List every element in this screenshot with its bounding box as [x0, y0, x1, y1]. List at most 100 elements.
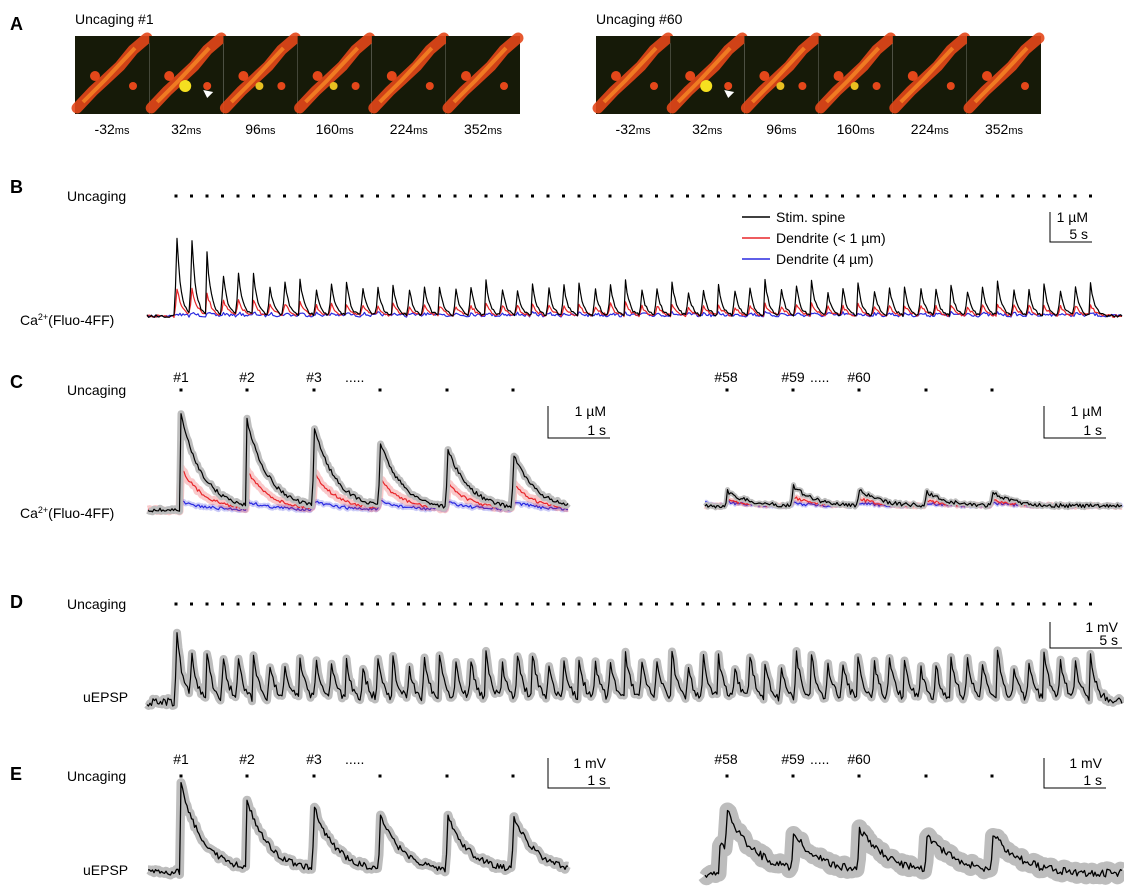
stim-number: #1	[173, 751, 189, 767]
spine	[611, 71, 621, 81]
dendrite-core	[899, 46, 955, 104]
stim-marker	[298, 194, 302, 198]
spine	[129, 82, 137, 90]
stim-marker	[825, 194, 829, 198]
stim-marker	[996, 602, 999, 606]
ellipsis: .....	[345, 751, 364, 767]
stim-marker	[1011, 194, 1015, 198]
dendrite-core	[81, 46, 137, 104]
trace-label: uEPSP	[83, 862, 128, 878]
stim-marker	[245, 388, 249, 392]
stim-marker	[1058, 194, 1061, 198]
trace-label: uEPSP	[83, 689, 128, 705]
stim-marker	[236, 194, 240, 198]
stim-marker	[422, 602, 426, 606]
time-unit: ms	[487, 125, 502, 137]
time-unit: ms	[782, 125, 797, 137]
scale-y-label: 1 µM	[1057, 209, 1088, 225]
frame-time: 160ms	[316, 121, 355, 137]
scale-y-label: 1 mV	[1085, 619, 1118, 635]
stim-marker	[686, 194, 689, 198]
stim-marker	[639, 194, 643, 198]
stim-marker	[1089, 194, 1092, 198]
stim-marker	[593, 602, 596, 606]
scale-y-label: 1 µM	[1071, 403, 1102, 419]
dendrite-core	[973, 46, 1029, 104]
dendrite-core	[602, 46, 658, 104]
stim-marker	[763, 194, 767, 198]
stim-marker	[639, 602, 643, 606]
trace-uepsp-band	[698, 802, 1124, 886]
arrowhead	[203, 90, 214, 98]
frame-time: 32ms	[171, 121, 202, 137]
stim-marker	[445, 774, 449, 778]
stim-marker	[934, 194, 937, 198]
trace-dendrite-near	[146, 287, 1123, 318]
stim-marker	[360, 602, 364, 606]
calcium-spot	[329, 82, 338, 90]
stim-marker	[841, 194, 844, 198]
stim-marker	[376, 194, 379, 198]
trace-spine	[704, 484, 1123, 509]
stim-marker	[924, 388, 928, 392]
stim-marker	[329, 602, 333, 606]
time-value: 224	[390, 121, 414, 137]
dendrite-core	[304, 46, 360, 104]
stim-number: #3	[306, 369, 322, 385]
stim-marker	[1073, 602, 1077, 606]
legend-label: Dendrite (4 µm)	[776, 251, 874, 267]
stim-number: #3	[306, 751, 322, 767]
scale-x-label: 5 s	[1099, 632, 1118, 648]
calcium-spot	[776, 82, 785, 90]
time-unit: ms	[187, 125, 202, 137]
stim-marker	[1011, 602, 1015, 606]
stim-marker	[298, 602, 302, 606]
dendrite-core	[676, 46, 732, 104]
time-value: -32	[95, 121, 115, 137]
frame-time: 96ms	[245, 121, 276, 137]
spine	[351, 82, 360, 90]
spine	[982, 71, 992, 81]
trace-uepsp	[148, 781, 569, 876]
stim-marker	[1042, 194, 1046, 198]
frame-time: 224ms	[390, 121, 429, 137]
stim-marker	[515, 194, 519, 198]
stim-number: #58	[714, 369, 738, 385]
spine	[425, 82, 434, 90]
dye: (Fluo-4FF)	[48, 312, 114, 328]
stim-marker	[267, 602, 271, 606]
scale-bar	[1049, 212, 1092, 243]
time-value: 96	[766, 121, 782, 137]
stim-marker	[857, 388, 861, 392]
stim-marker	[378, 388, 382, 392]
spine	[685, 71, 696, 81]
frame-time: 32ms	[692, 121, 723, 137]
stim-marker	[918, 602, 922, 606]
stim-marker	[245, 774, 249, 778]
stim-marker	[791, 388, 795, 392]
stim-marker	[1073, 194, 1077, 198]
stim-marker	[252, 602, 255, 606]
stim-marker	[732, 194, 736, 198]
stim-marker	[577, 194, 581, 198]
stim-label: Uncaging	[67, 382, 126, 398]
stim-marker	[438, 194, 441, 198]
stim-marker	[717, 194, 720, 198]
stim-marker	[856, 194, 860, 198]
stim-marker	[546, 194, 550, 198]
stim-marker	[190, 602, 193, 606]
stim-marker	[949, 194, 953, 198]
stim-marker	[624, 194, 627, 198]
ellipsis: .....	[345, 369, 364, 385]
stim-marker	[391, 602, 395, 606]
stim-marker	[810, 602, 813, 606]
stim-number: #59	[781, 369, 805, 385]
stim-marker	[422, 194, 426, 198]
spine	[946, 82, 955, 90]
stim-marker	[717, 602, 720, 606]
stim-marker	[314, 602, 317, 606]
stim-marker	[857, 774, 861, 778]
stim-marker	[531, 602, 534, 606]
stim-marker	[515, 602, 519, 606]
